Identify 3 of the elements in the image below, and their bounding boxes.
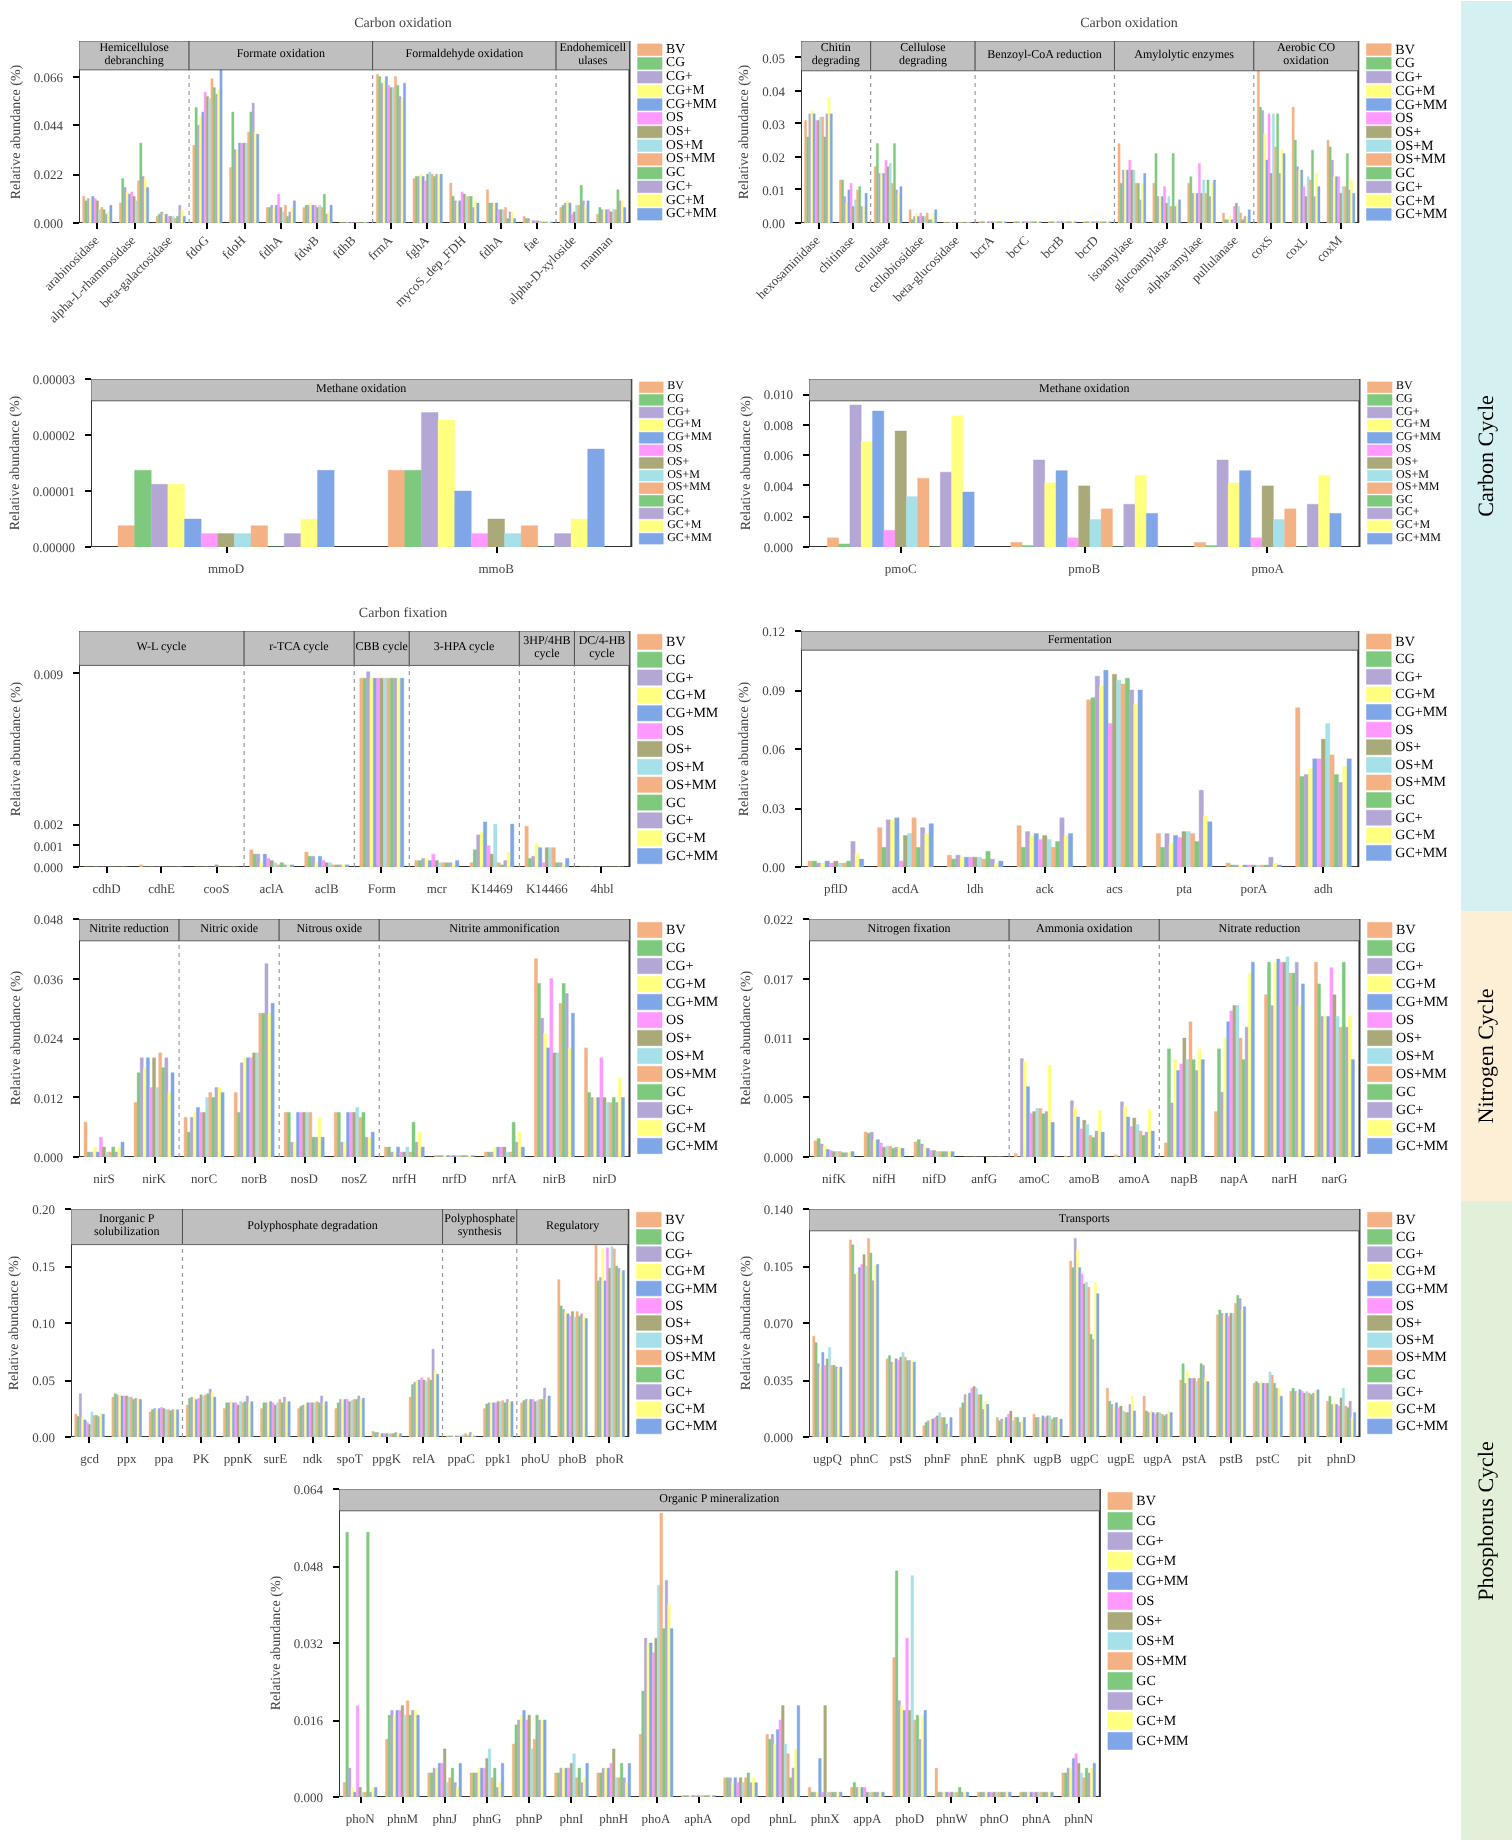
text: Phosphorus Cycle	[1475, 1441, 1499, 1601]
text: Nitrogen Cycle	[1475, 988, 1499, 1124]
text: Carbon Cycle	[1475, 394, 1499, 517]
